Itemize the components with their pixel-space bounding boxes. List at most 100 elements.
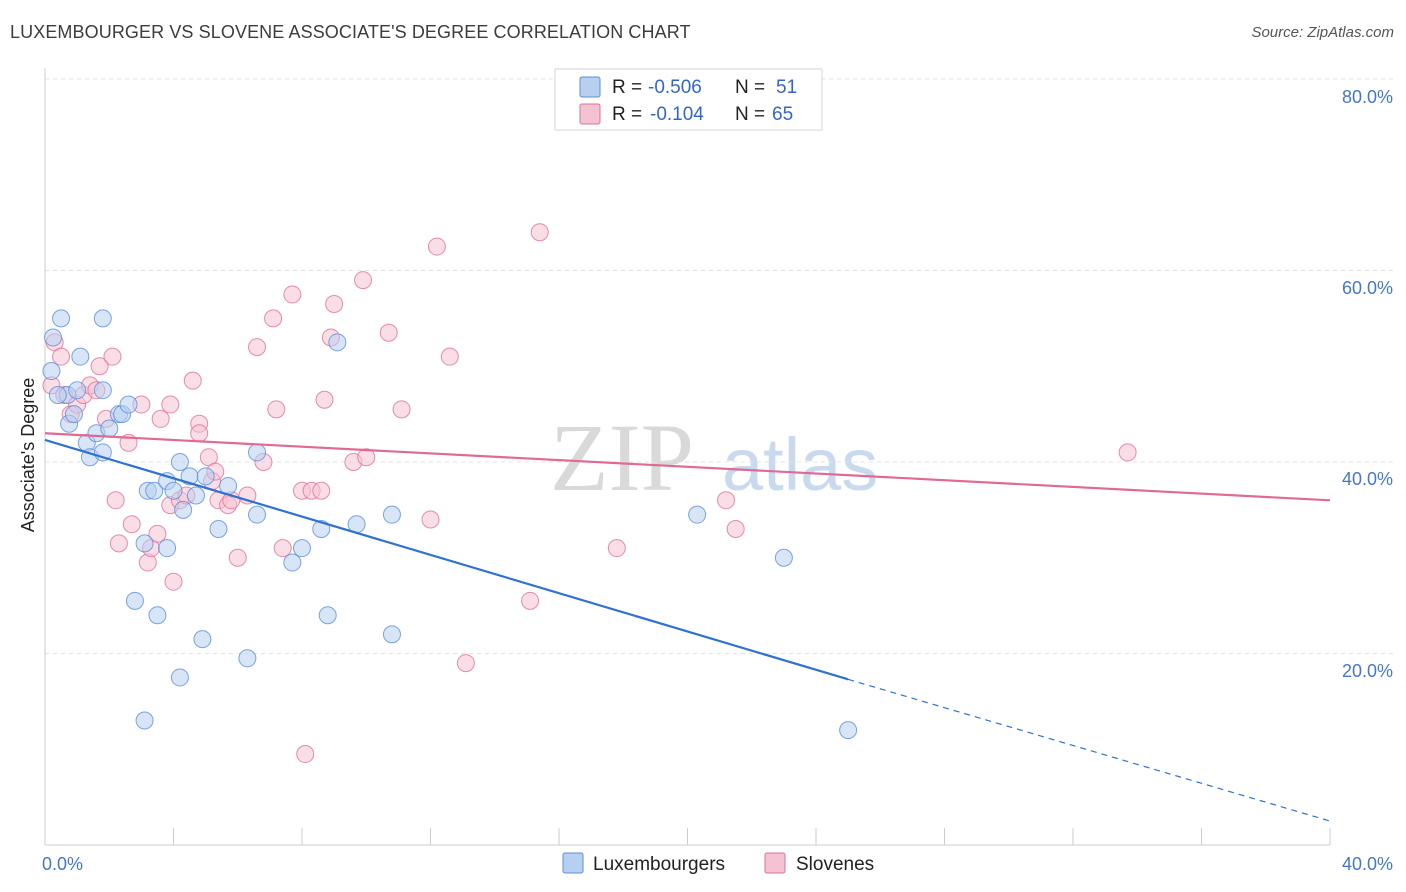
luxembourger-point-26 [170, 668, 189, 687]
slovene-point-49 [325, 295, 344, 314]
chart-source: Source: ZipAtlas.com [1251, 24, 1394, 41]
correlation-legend: R = -0.506 N = 51 R = -0.104 N = 65 [554, 68, 823, 131]
luxembourger-point-39 [312, 520, 331, 539]
luxembourger-point-50 [68, 381, 87, 400]
gridlines [45, 78, 1395, 654]
watermark-zip: ZIP [550, 404, 694, 511]
slovene-point-61 [607, 539, 626, 558]
watermark: ZIP atlas [550, 404, 878, 511]
slovene-point-13 [109, 534, 128, 553]
luxembourger-point-25 [170, 453, 189, 471]
luxembourger-point-24 [164, 481, 183, 500]
slovene-point-52 [357, 448, 376, 467]
luxembourgers-points [42, 309, 858, 740]
x-tick-label-min: 0.0% [42, 854, 83, 874]
luxembourger-point-30 [193, 630, 212, 649]
luxembourger-point-11 [93, 309, 112, 328]
luxembourger-point-2 [52, 309, 71, 328]
luxembourger-point-5 [64, 405, 83, 424]
slovene-point-42 [283, 285, 302, 304]
luxembourger-point-20 [145, 481, 164, 500]
slovene-point-60 [530, 223, 549, 242]
y-axis-title: Associate's Degree [18, 378, 38, 533]
slovene-point-51 [354, 271, 373, 290]
luxembourger-point-1 [44, 328, 63, 347]
slovene-point-21 [161, 395, 180, 414]
bottom-legend-swatch-slovenes [764, 852, 786, 874]
luxembourger-point-15 [119, 395, 138, 414]
slovene-point-2 [52, 347, 71, 366]
slovene-point-26 [183, 371, 202, 390]
bottom-legend-swatch-luxembourgers [562, 852, 584, 874]
x-ticks [173, 828, 1331, 845]
slovene-point-44 [296, 745, 315, 764]
legend-n-value-1: 51 [776, 77, 797, 98]
luxembourgers-trend-line [44, 438, 849, 681]
slovene-point-15 [122, 515, 141, 534]
bottom-legend-label-slovenes: Slovenes [796, 854, 874, 875]
luxembourger-point-48 [93, 381, 112, 400]
luxembourger-point-37 [283, 553, 302, 572]
slovene-point-35 [228, 548, 247, 567]
luxembourger-point-43 [382, 625, 401, 644]
legend-n-label-1: N = [735, 77, 765, 98]
slovene-point-9 [90, 357, 109, 376]
chart-title: LUXEMBOURGER VS SLOVENE ASSOCIATE'S DEGR… [10, 22, 691, 42]
slovene-point-64 [1118, 443, 1137, 462]
luxembourger-point-6 [71, 347, 90, 366]
luxembourger-point-0 [42, 362, 61, 381]
y-tick-label-60: 60.0% [1342, 278, 1393, 298]
luxembourger-point-29 [186, 486, 205, 505]
slovene-point-59 [521, 591, 540, 610]
slovene-point-12 [106, 491, 125, 510]
slovene-point-58 [456, 654, 475, 673]
legend-r-label-2: R = [612, 104, 642, 125]
slovene-point-54 [392, 400, 411, 419]
slovene-point-28 [190, 424, 209, 443]
luxembourger-point-32 [209, 520, 228, 539]
legend-swatch-luxembourgers [579, 76, 601, 98]
luxembourgers-trend-extension [847, 678, 1331, 822]
x-tick-label-max: 40.0% [1342, 854, 1393, 874]
legend-r-value-2: -0.104 [650, 104, 704, 125]
legend-r-label-1: R = [612, 77, 642, 98]
legend-n-value-2: 65 [772, 104, 793, 125]
luxembourger-point-21 [148, 606, 167, 625]
luxembourger-point-49 [48, 385, 67, 404]
luxembourger-point-18 [135, 711, 154, 730]
luxembourger-point-31 [196, 467, 215, 486]
legend-swatch-slovenes [579, 103, 601, 125]
luxembourger-point-45 [688, 505, 707, 524]
luxembourger-point-36 [248, 443, 267, 462]
slovenes-trend-line [44, 432, 1331, 502]
slovene-point-40 [267, 400, 286, 419]
y-tick-label-20: 20.0% [1342, 661, 1393, 681]
series-legend: Luxembourgers Slovenes [562, 852, 874, 875]
slovene-point-37 [248, 338, 267, 357]
slovene-point-23 [164, 572, 183, 591]
luxembourger-point-46 [774, 548, 793, 567]
y-tick-label-80: 80.0% [1342, 87, 1393, 107]
luxembourger-point-35 [248, 505, 267, 524]
luxembourger-point-34 [238, 649, 257, 668]
slovene-point-46 [312, 481, 331, 500]
slovene-point-41 [273, 539, 292, 558]
slovene-point-19 [148, 524, 167, 543]
luxembourger-point-47 [839, 721, 858, 740]
luxembourger-point-44 [382, 505, 401, 524]
slovene-point-56 [427, 237, 446, 256]
luxembourger-point-40 [318, 606, 337, 625]
luxembourger-point-12 [100, 419, 119, 438]
slovene-point-62 [717, 491, 736, 510]
luxembourger-point-41 [328, 333, 347, 352]
luxembourger-point-23 [158, 539, 177, 558]
luxembourger-point-16 [125, 591, 144, 610]
trend-lines [44, 432, 1331, 822]
slovene-point-39 [264, 309, 283, 328]
slovene-point-63 [726, 520, 745, 539]
watermark-atlas: atlas [722, 423, 878, 506]
slovene-point-47 [315, 390, 334, 409]
slovenes-points [42, 223, 1137, 764]
slovene-point-20 [151, 409, 170, 428]
